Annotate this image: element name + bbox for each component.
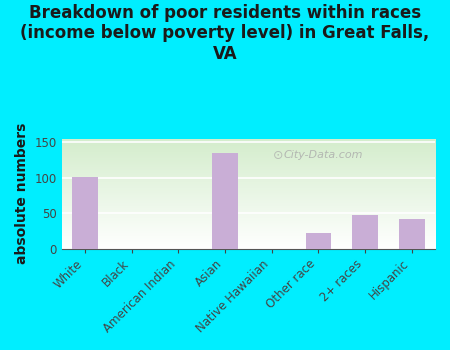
- Y-axis label: absolute numbers: absolute numbers: [15, 123, 29, 264]
- Bar: [72, 177, 98, 248]
- Text: ⊙: ⊙: [273, 149, 284, 162]
- Bar: [306, 233, 331, 248]
- Bar: [212, 153, 238, 248]
- Bar: [399, 219, 424, 248]
- Text: City-Data.com: City-Data.com: [283, 150, 363, 160]
- Bar: [352, 215, 378, 248]
- Text: Breakdown of poor residents within races
(income below poverty level) in Great F: Breakdown of poor residents within races…: [20, 4, 430, 63]
